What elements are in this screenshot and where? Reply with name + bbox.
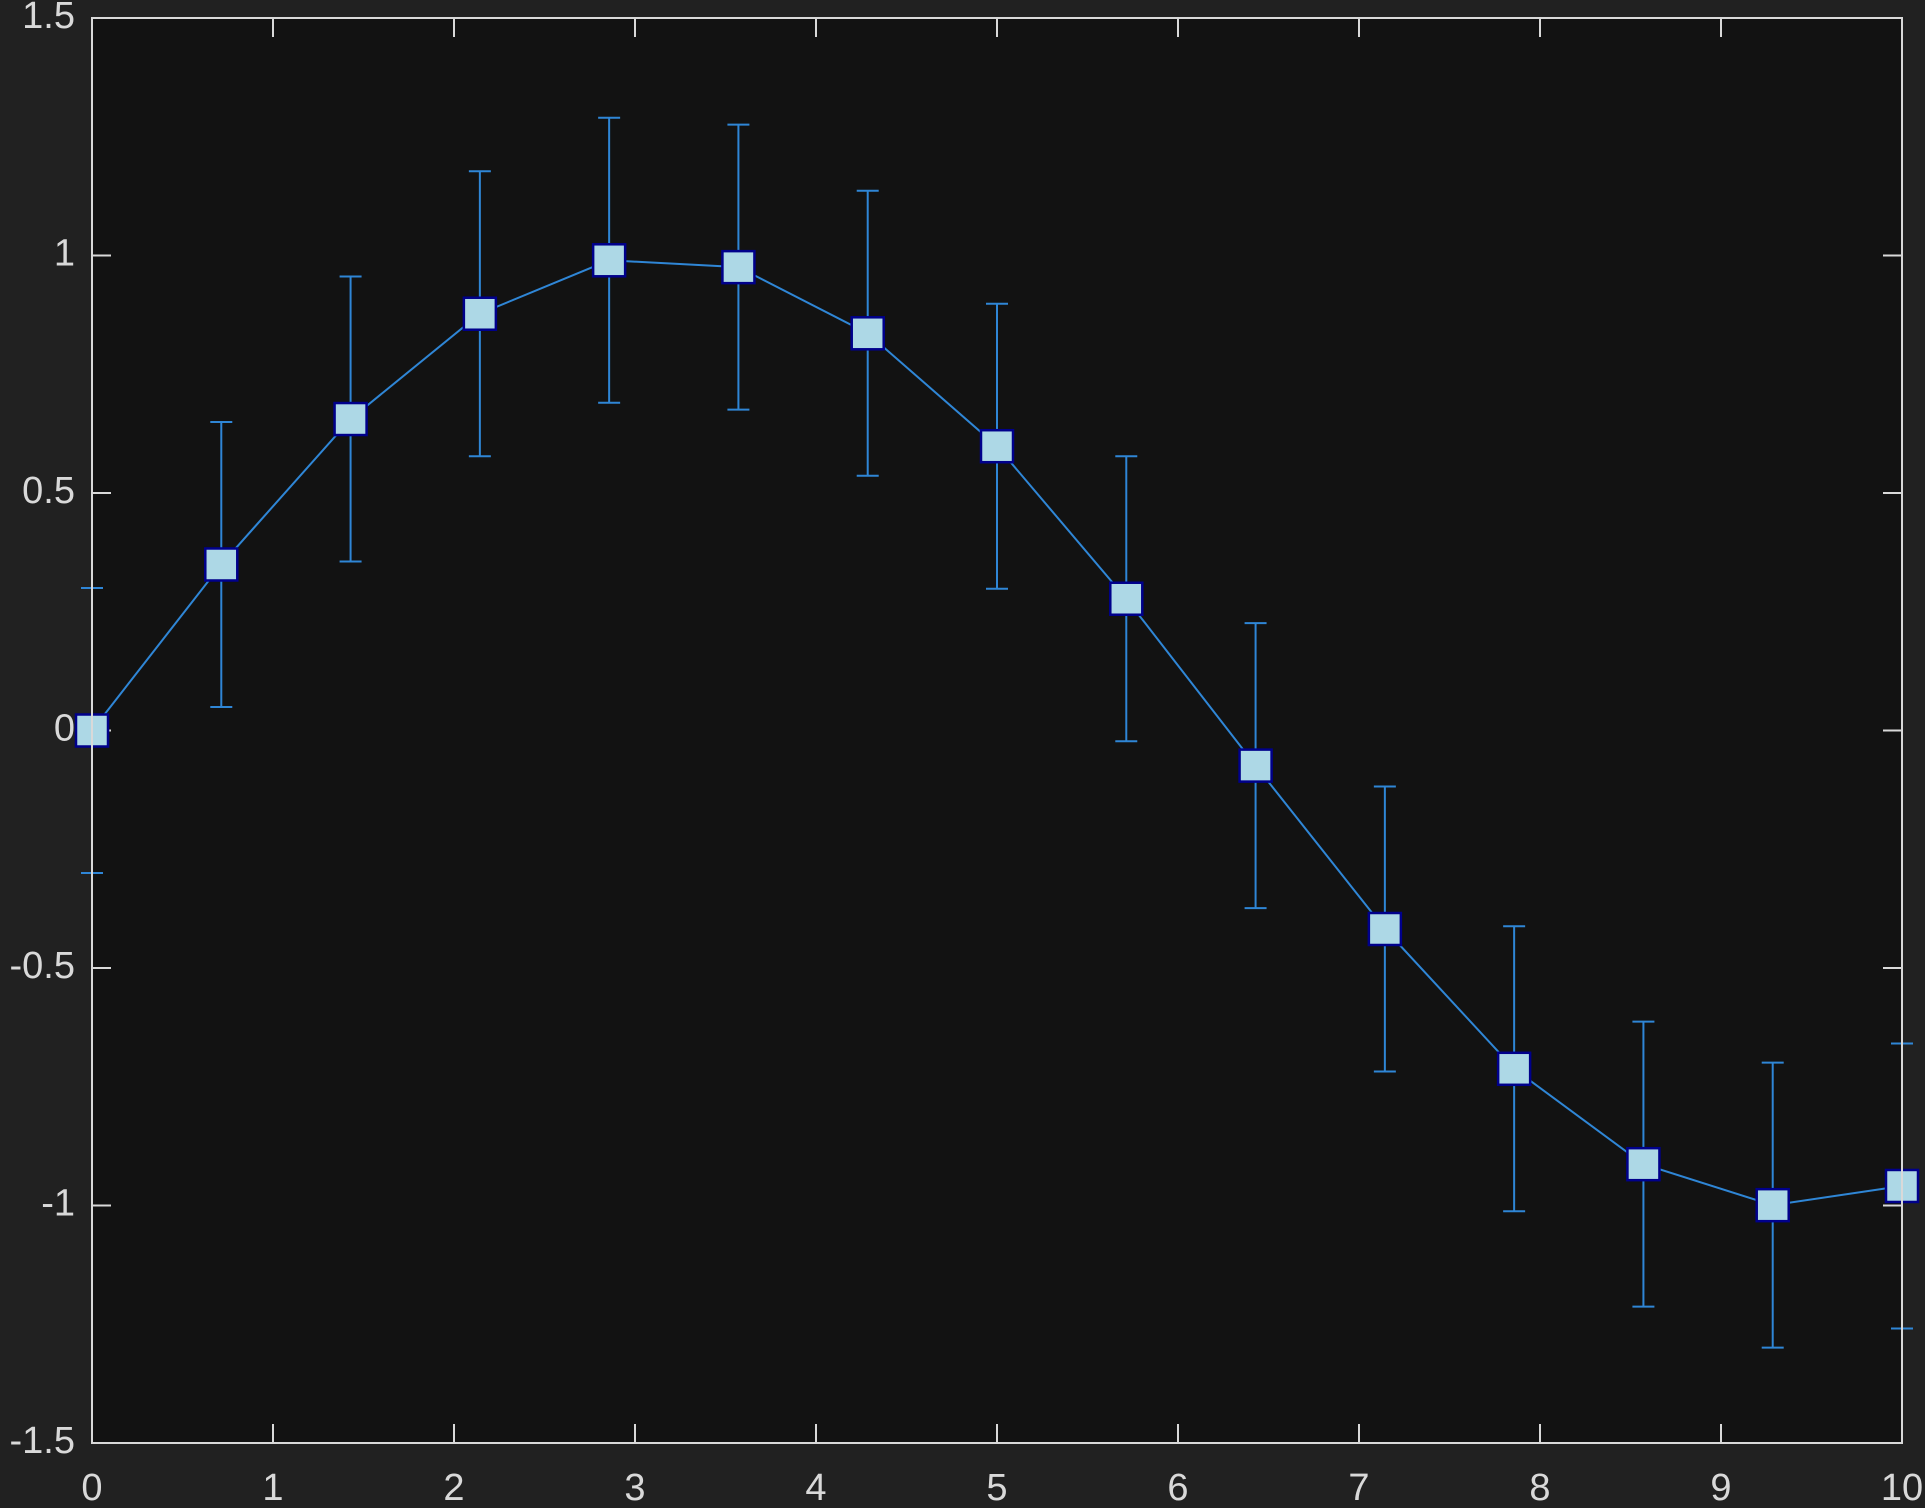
axes-frame (91, 17, 1903, 1444)
x-tick-labels: 0 1 2 3 4 5 6 7 8 9 10 (81, 1467, 1923, 1508)
data-point-marker (591, 243, 627, 278)
y-tick-label: 0 (54, 708, 75, 750)
data-point-marker (850, 316, 885, 351)
data-point-marker (1626, 1146, 1661, 1182)
data-point-marker (1367, 911, 1403, 947)
x-tick-label: 7 (1348, 1467, 1369, 1503)
data-point-marker (721, 249, 756, 285)
data-point-marker (1238, 748, 1273, 783)
y-tick-label: -1.5 (10, 1420, 75, 1462)
x-tick-label: 6 (1167, 1467, 1188, 1503)
data-point-marker (204, 547, 239, 582)
x-tick-label: 0 (81, 1467, 102, 1503)
y-tick-label: 1.5 (22, 0, 75, 37)
y-tick-label: -0.5 (10, 945, 75, 987)
data-point-marker (333, 401, 368, 437)
y-tick-label: -1 (41, 1183, 75, 1225)
x-tick-label: 1 (262, 1467, 283, 1503)
data-point-marker (979, 428, 1015, 464)
y-tick-label: 1 (54, 233, 75, 275)
data-point-marker (462, 296, 498, 331)
x-tick-label: 3 (624, 1467, 645, 1503)
x-tick-label: 9 (1710, 1467, 1731, 1503)
y-tick-label: 0.5 (22, 470, 75, 512)
axes-background (92, 18, 1902, 1443)
x-tick-label: 4 (805, 1467, 826, 1503)
data-point-marker (1109, 581, 1144, 616)
x-tick-label: 8 (1529, 1467, 1550, 1503)
y-tick-labels: -1.5 -1 -0.5 0 0.5 1 1.5 (10, 0, 75, 1462)
x-tick-label: 5 (986, 1467, 1007, 1503)
data-point-marker (1496, 1051, 1532, 1087)
x-tick-label: 2 (443, 1467, 464, 1503)
x-tick-label: 10 (1881, 1467, 1923, 1503)
data-point-marker (1755, 1187, 1790, 1223)
